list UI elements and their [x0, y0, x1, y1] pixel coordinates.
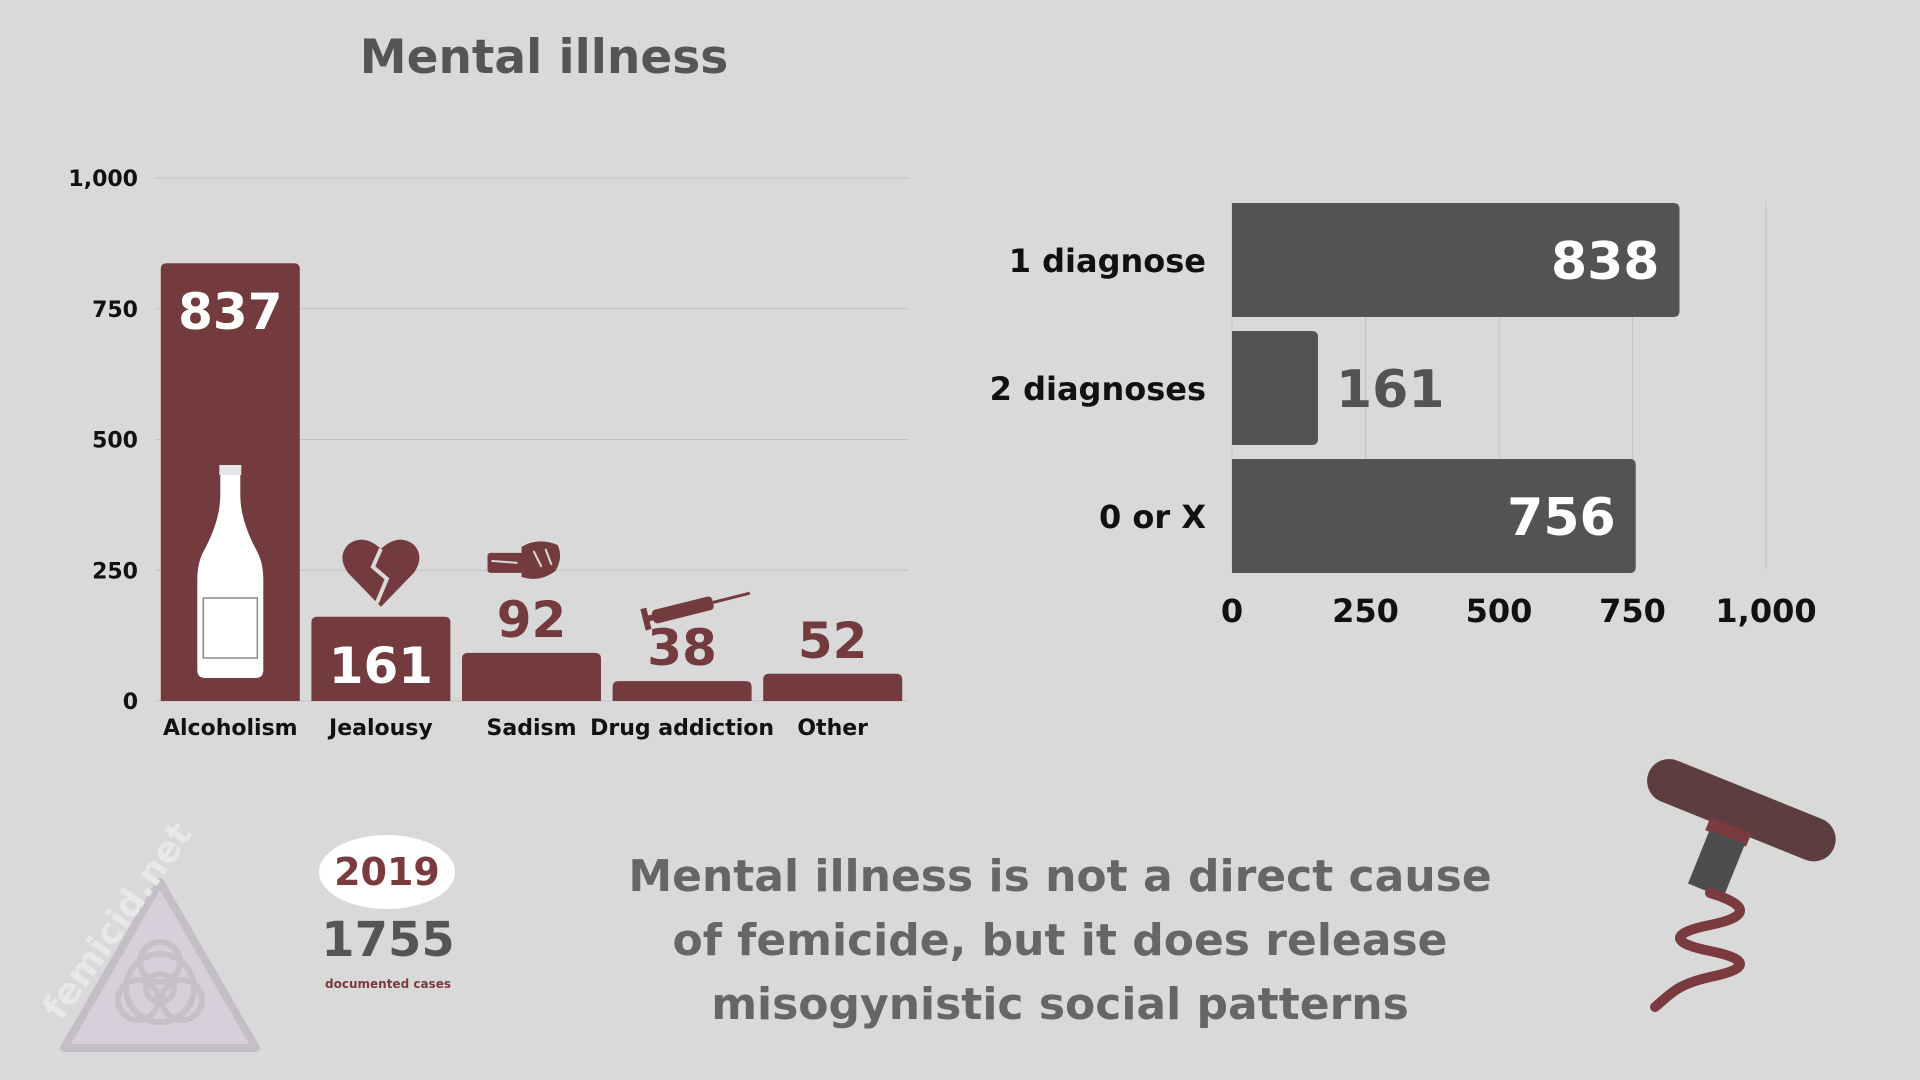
horizontal-chart-x-ticks: 0 250 500 750 1,000 — [1221, 592, 1817, 630]
v-category-label: Jealousy — [327, 716, 433, 741]
v-value-label: 837 — [178, 283, 282, 341]
h-xtick-label: 0 — [1221, 592, 1243, 630]
h-bar — [1232, 459, 1636, 573]
v-category-label: Other — [797, 716, 868, 741]
message-line-1: Mental illness is not a direct cause — [628, 851, 1492, 902]
h-category-label: 2 diagnoses — [990, 370, 1206, 408]
category-bar-chart: 0 250 500 750 1,000 837 161 92 38 52 Alcoholism J… — [68, 167, 908, 741]
h-value-label: 838 — [1551, 232, 1660, 292]
diagnosis-bar-chart: 838 161 756 1 diagnose 2 diagnoses 0 or X 0 2… — [990, 202, 1817, 630]
corkscrew-icon — [1647, 758, 1836, 1012]
h-category-label: 1 diagnose — [1009, 242, 1206, 280]
vertical-chart-y-ticks: 0 250 500 750 1,000 — [68, 167, 138, 715]
wine-bottle-icon — [197, 465, 264, 678]
fist-icon — [487, 541, 561, 579]
v-bar — [763, 673, 903, 701]
h-bar — [1232, 331, 1318, 445]
year-badge: 2019 — [319, 835, 455, 909]
syringe-icon — [640, 591, 751, 631]
v-category-label: Drug addiction — [590, 716, 774, 741]
v-ytick-label: 1,000 — [68, 167, 138, 192]
h-category-label: 0 or X — [1099, 498, 1206, 536]
v-ytick-label: 250 — [92, 559, 138, 584]
h-xtick-label: 250 — [1332, 592, 1399, 630]
h-value-label: 161 — [1336, 360, 1445, 420]
v-ytick-label: 0 — [123, 690, 138, 715]
horizontal-chart-category-labels: 1 diagnose 2 diagnoses 0 or X — [990, 242, 1206, 536]
h-xtick-label: 750 — [1599, 592, 1666, 630]
vertical-chart-icons — [197, 465, 751, 678]
h-xtick-label: 1,000 — [1715, 592, 1816, 630]
biohazard-warning-icon — [60, 878, 260, 1052]
message-line-3: misogynistic social patterns — [711, 979, 1409, 1030]
v-bar — [311, 616, 451, 701]
v-value-label: 52 — [798, 612, 868, 670]
case-count-caption: documented cases — [325, 977, 451, 991]
broken-heart-icon — [342, 539, 420, 607]
v-value-label: 92 — [497, 591, 567, 649]
v-category-label: Alcoholism — [163, 716, 298, 741]
message-text: Mental illness is not a direct cause of … — [600, 845, 1520, 1037]
v-ytick-label: 500 — [92, 429, 138, 454]
v-value-label: 38 — [647, 619, 717, 677]
v-category-label: Sadism — [487, 716, 577, 741]
page-title: Mental illness — [359, 30, 729, 85]
horizontal-chart-value-labels: 838 161 756 — [1336, 232, 1660, 548]
message-line-2: of femicide, but it does release — [672, 915, 1448, 966]
h-value-label: 756 — [1507, 488, 1616, 548]
v-ytick-label: 750 — [92, 298, 138, 323]
vertical-chart-value-labels: 837 161 92 38 52 — [178, 283, 867, 695]
case-count: 1755 — [321, 912, 455, 968]
v-bar — [462, 652, 601, 701]
h-bar — [1232, 203, 1680, 317]
v-bar — [612, 681, 752, 701]
vertical-chart-category-labels: Alcoholism Jealousy Sadism Drug addiction Ot… — [163, 716, 868, 741]
horizontal-chart-bars — [1232, 203, 1680, 573]
h-xtick-label: 500 — [1466, 592, 1533, 630]
v-value-label: 161 — [329, 637, 433, 695]
